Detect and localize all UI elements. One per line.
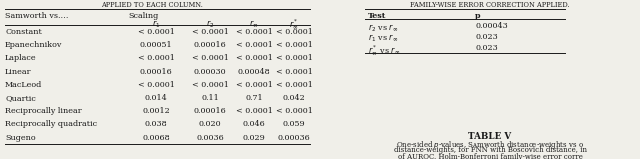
Text: 0.042: 0.042 [283,94,305,102]
Text: APPLIED TO EACH COLUMN.: APPLIED TO EACH COLUMN. [101,1,203,9]
Text: Epanechnikov: Epanechnikov [5,41,62,49]
Text: p: p [475,12,481,20]
Text: $r_2$: $r_2$ [206,18,214,30]
Text: 0.023: 0.023 [475,44,498,52]
Text: 0.71: 0.71 [245,94,263,102]
Text: < 0.0001: < 0.0001 [236,81,273,89]
Text: < 0.0001: < 0.0001 [138,81,175,89]
Text: < 0.0001: < 0.0001 [138,54,175,62]
Text: < 0.0001: < 0.0001 [236,28,273,36]
Text: < 0.0001: < 0.0001 [276,41,312,49]
Text: 0.00030: 0.00030 [194,68,227,76]
Text: 0.038: 0.038 [145,120,167,128]
Text: Samworth vs.…: Samworth vs.… [5,12,68,20]
Text: $r_1$ vs $r_\infty$: $r_1$ vs $r_\infty$ [368,33,398,45]
Text: Linear: Linear [5,68,31,76]
Text: Laplace: Laplace [5,54,36,62]
Text: 0.00048: 0.00048 [237,68,270,76]
Text: < 0.0001: < 0.0001 [236,54,273,62]
Text: < 0.0001: < 0.0001 [276,107,312,115]
Text: $r_2$ vs $r_\infty$: $r_2$ vs $r_\infty$ [368,22,398,34]
Text: 0.046: 0.046 [243,120,266,128]
Text: $r_\infty$: $r_\infty$ [250,18,259,29]
Text: Reciprocally linear: Reciprocally linear [5,107,82,115]
Text: MacLeod: MacLeod [5,81,42,89]
Text: 0.0012: 0.0012 [142,107,170,115]
Text: 0.00016: 0.00016 [194,41,227,49]
Text: Quartic: Quartic [5,94,36,102]
Text: 0.014: 0.014 [145,94,168,102]
Text: Sugeno: Sugeno [5,134,36,142]
Text: $r_1$: $r_1$ [152,18,160,30]
Text: $r_\infty^*$: $r_\infty^*$ [289,18,299,32]
Text: 0.0036: 0.0036 [196,134,224,142]
Text: Reciprocally quadratic: Reciprocally quadratic [5,120,97,128]
Text: < 0.0001: < 0.0001 [236,107,273,115]
Text: 0.023: 0.023 [475,33,498,41]
Text: < 0.0001: < 0.0001 [276,81,312,89]
Text: < 0.0001: < 0.0001 [191,28,228,36]
Text: distance-weights, for FNN with Boscovich distance, in: distance-weights, for FNN with Boscovich… [394,146,586,154]
Text: 0.00016: 0.00016 [140,68,172,76]
Text: < 0.0001: < 0.0001 [191,81,228,89]
Text: FAMILY-WISE ERROR CORRECTION APPLIED.: FAMILY-WISE ERROR CORRECTION APPLIED. [410,1,570,9]
Text: 0.11: 0.11 [201,94,219,102]
Text: < 0.0001: < 0.0001 [276,54,312,62]
Text: < 0.0001: < 0.0001 [276,68,312,76]
Text: TABLE V: TABLE V [468,132,511,141]
Text: Constant: Constant [5,28,42,36]
Text: < 0.0001: < 0.0001 [138,28,175,36]
Text: 0.00016: 0.00016 [194,107,227,115]
Text: $r_\infty^*$ vs $r_\infty$: $r_\infty^*$ vs $r_\infty$ [368,44,400,58]
Text: 0.059: 0.059 [283,120,305,128]
Text: Scaling: Scaling [128,12,158,20]
Text: 0.020: 0.020 [198,120,221,128]
Text: 0.00036: 0.00036 [278,134,310,142]
Text: 0.029: 0.029 [243,134,266,142]
Text: One-sided $p$-values, Sᴀmworth distance-weights vs o: One-sided $p$-values, Sᴀmworth distance-… [396,139,584,151]
Text: Test: Test [368,12,387,20]
Text: of AUROC. Holm-Bonferroni family-wise error corre: of AUROC. Holm-Bonferroni family-wise er… [397,153,582,159]
Text: 0.00043: 0.00043 [475,22,508,30]
Text: < 0.0001: < 0.0001 [236,41,273,49]
Text: < 0.0001: < 0.0001 [191,54,228,62]
Text: 0.0068: 0.0068 [142,134,170,142]
Text: < 0.0001: < 0.0001 [276,28,312,36]
Text: 0.00051: 0.00051 [140,41,172,49]
